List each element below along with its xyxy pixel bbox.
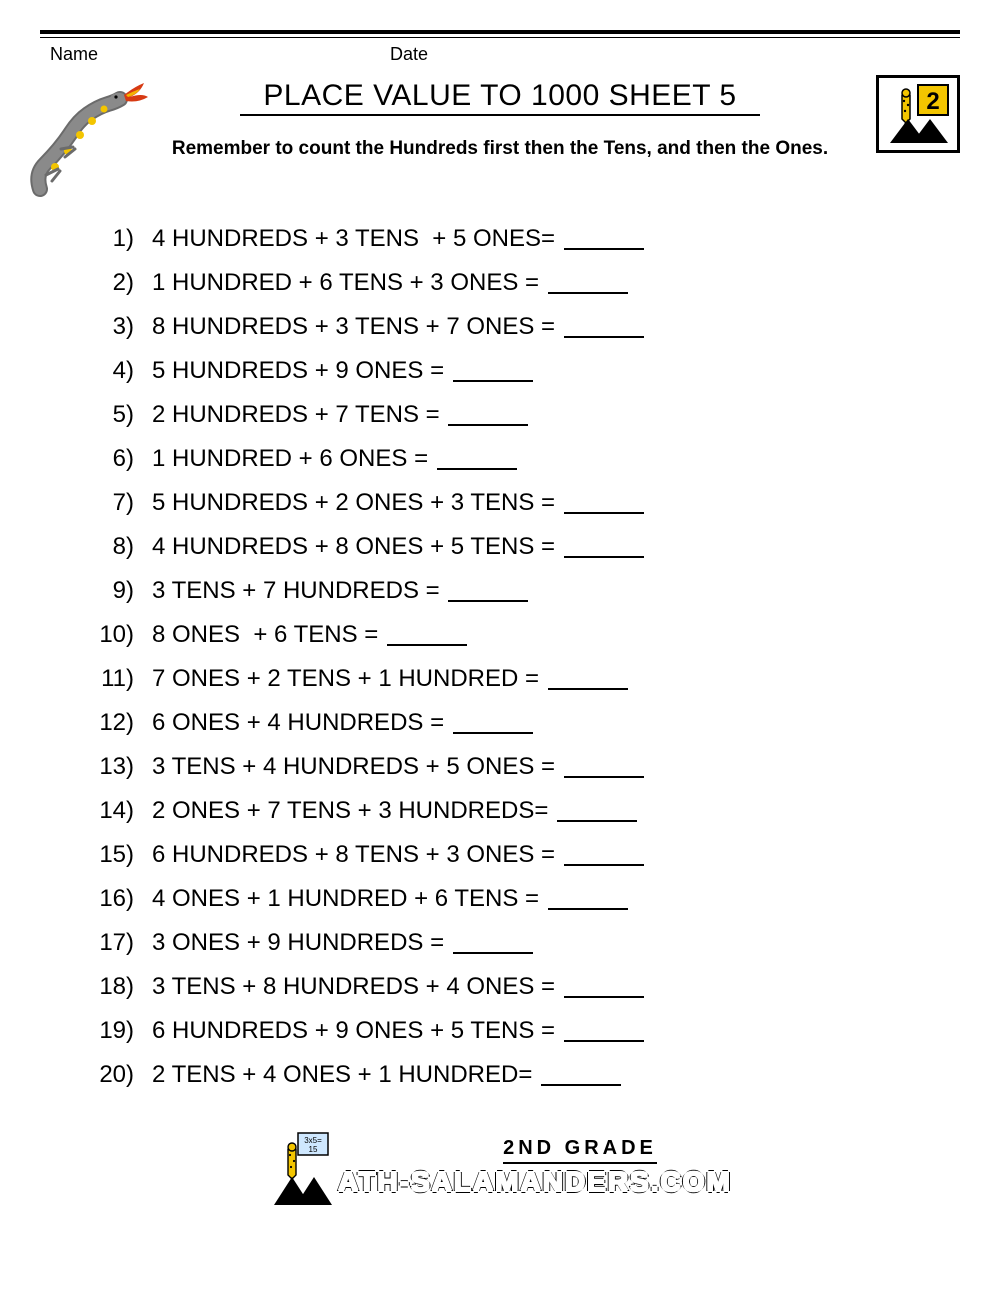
problem-number: 1): [80, 227, 152, 251]
problem-text: 2 TENS + 4 ONES + 1 HUNDRED=: [152, 1063, 621, 1087]
problem-text: 5 HUNDREDS + 2 ONES + 3 TENS =: [152, 491, 644, 515]
answer-blank[interactable]: [548, 292, 628, 294]
problem-text: 3 TENS + 8 HUNDREDS + 4 ONES =: [152, 975, 644, 999]
problem-number: 15): [80, 843, 152, 867]
footer: 3x5= 15 2ND GRADE ATH-SALAMANDERS.COM: [40, 1137, 960, 1227]
svg-text:15: 15: [309, 1145, 318, 1154]
problem-row: 4)5 HUNDREDS + 9 ONES =: [80, 359, 960, 383]
problem-row: 17)3 ONES + 9 HUNDREDS =: [80, 931, 960, 955]
problem-row: 11)7 ONES + 2 TENS + 1 HUNDRED =: [80, 667, 960, 691]
problem-number: 19): [80, 1019, 152, 1043]
problem-number: 8): [80, 535, 152, 559]
answer-blank[interactable]: [564, 248, 644, 250]
title-block: 2 PLACE VALUE TO 1000 SHEET 5 Remember t…: [40, 79, 960, 209]
problem-number: 16): [80, 887, 152, 911]
problem-text: 8 ONES + 6 TENS =: [152, 623, 467, 647]
problem-text: 2 ONES + 7 TENS + 3 HUNDREDS=: [152, 799, 637, 823]
answer-blank[interactable]: [437, 468, 517, 470]
problem-row: 13)3 TENS + 4 HUNDREDS + 5 ONES =: [80, 755, 960, 779]
problem-number: 17): [80, 931, 152, 955]
problem-number: 3): [80, 315, 152, 339]
problem-row: 9)3 TENS + 7 HUNDREDS =: [80, 579, 960, 603]
answer-blank[interactable]: [564, 512, 644, 514]
problem-number: 5): [80, 403, 152, 427]
problem-number: 9): [80, 579, 152, 603]
footer-salamander-icon: 3x5= 15: [270, 1131, 340, 1211]
answer-blank[interactable]: [564, 864, 644, 866]
answer-blank[interactable]: [564, 556, 644, 558]
problem-number: 13): [80, 755, 152, 779]
answer-blank[interactable]: [548, 908, 628, 910]
problem-number: 10): [80, 623, 152, 647]
problem-row: 7)5 HUNDREDS + 2 ONES + 3 TENS =: [80, 491, 960, 515]
problem-text: 5 HUNDREDS + 9 ONES =: [152, 359, 533, 383]
problem-text: 3 TENS + 7 HUNDREDS =: [152, 579, 528, 603]
problem-text: 1 HUNDRED + 6 TENS + 3 ONES =: [152, 271, 628, 295]
problem-text: 4 ONES + 1 HUNDRED + 6 TENS =: [152, 887, 628, 911]
problem-row: 8)4 HUNDREDS + 8 ONES + 5 TENS =: [80, 535, 960, 559]
worksheet-title: PLACE VALUE TO 1000 SHEET 5: [240, 79, 760, 116]
problem-row: 15)6 HUNDREDS + 8 TENS + 3 ONES =: [80, 843, 960, 867]
problem-text: 8 HUNDREDS + 3 TENS + 7 ONES =: [152, 315, 644, 339]
svg-text:3x5=: 3x5=: [304, 1136, 322, 1145]
answer-blank[interactable]: [453, 380, 533, 382]
top-rule: [40, 30, 960, 38]
problem-row: 5)2 HUNDREDS + 7 TENS =: [80, 403, 960, 427]
problem-text: 6 HUNDREDS + 8 TENS + 3 ONES =: [152, 843, 644, 867]
problem-text: 6 HUNDREDS + 9 ONES + 5 TENS =: [152, 1019, 644, 1043]
problem-number: 7): [80, 491, 152, 515]
answer-blank[interactable]: [448, 600, 528, 602]
problem-row: 19)6 HUNDREDS + 9 ONES + 5 TENS =: [80, 1019, 960, 1043]
problem-number: 12): [80, 711, 152, 735]
answer-blank[interactable]: [453, 952, 533, 954]
answer-blank[interactable]: [448, 424, 528, 426]
answer-blank[interactable]: [564, 776, 644, 778]
problem-number: 4): [80, 359, 152, 383]
problem-text: 4 HUNDREDS + 8 ONES + 5 TENS =: [152, 535, 644, 559]
answer-blank[interactable]: [548, 688, 628, 690]
problem-row: 10)8 ONES + 6 TENS =: [80, 623, 960, 647]
answer-blank[interactable]: [541, 1084, 621, 1086]
problem-row: 6)1 HUNDRED + 6 ONES =: [80, 447, 960, 471]
problem-text: 3 TENS + 4 HUNDREDS + 5 ONES =: [152, 755, 644, 779]
problem-number: 6): [80, 447, 152, 471]
header-row: Name Date: [40, 44, 960, 65]
problem-number: 2): [80, 271, 152, 295]
problem-number: 11): [80, 667, 152, 691]
problem-text: 7 ONES + 2 TENS + 1 HUNDRED =: [152, 667, 628, 691]
problem-row: 1)4 HUNDREDS + 3 TENS + 5 ONES=: [80, 227, 960, 251]
problem-text: 2 HUNDREDS + 7 TENS =: [152, 403, 528, 427]
grade-logo-icon: 2: [882, 81, 954, 147]
problem-row: 18)3 TENS + 8 HUNDREDS + 4 ONES =: [80, 975, 960, 999]
answer-blank[interactable]: [564, 996, 644, 998]
worksheet-page: Name Date 2: [0, 0, 1000, 1247]
answer-blank[interactable]: [564, 1040, 644, 1042]
svg-text:2: 2: [926, 88, 939, 115]
instructions: Remember to count the Hundreds first the…: [40, 138, 960, 160]
problem-text: 3 ONES + 9 HUNDREDS =: [152, 931, 533, 955]
problem-number: 20): [80, 1063, 152, 1087]
problem-row: 12)6 ONES + 4 HUNDREDS =: [80, 711, 960, 735]
problem-text: 1 HUNDRED + 6 ONES =: [152, 447, 517, 471]
footer-brand: ATH-SALAMANDERS.COM: [110, 1166, 960, 1198]
answer-blank[interactable]: [564, 336, 644, 338]
salamander-icon: [30, 79, 150, 199]
grade-logo: 2: [876, 75, 960, 153]
answer-blank[interactable]: [557, 820, 637, 822]
problem-text: 4 HUNDREDS + 3 TENS + 5 ONES=: [152, 227, 644, 251]
name-label: Name: [50, 44, 390, 65]
footer-grade: 2ND GRADE: [503, 1137, 657, 1164]
problem-number: 18): [80, 975, 152, 999]
problem-row: 2)1 HUNDRED + 6 TENS + 3 ONES =: [80, 271, 960, 295]
problem-row: 14)2 ONES + 7 TENS + 3 HUNDREDS=: [80, 799, 960, 823]
problem-row: 16)4 ONES + 1 HUNDRED + 6 TENS =: [80, 887, 960, 911]
problem-row: 3)8 HUNDREDS + 3 TENS + 7 ONES =: [80, 315, 960, 339]
answer-blank[interactable]: [453, 732, 533, 734]
date-label: Date: [390, 44, 950, 65]
problem-list: 1)4 HUNDREDS + 3 TENS + 5 ONES= 2)1 HUND…: [80, 227, 960, 1087]
problem-text: 6 ONES + 4 HUNDREDS =: [152, 711, 533, 735]
problem-row: 20)2 TENS + 4 ONES + 1 HUNDRED=: [80, 1063, 960, 1087]
answer-blank[interactable]: [387, 644, 467, 646]
problem-number: 14): [80, 799, 152, 823]
